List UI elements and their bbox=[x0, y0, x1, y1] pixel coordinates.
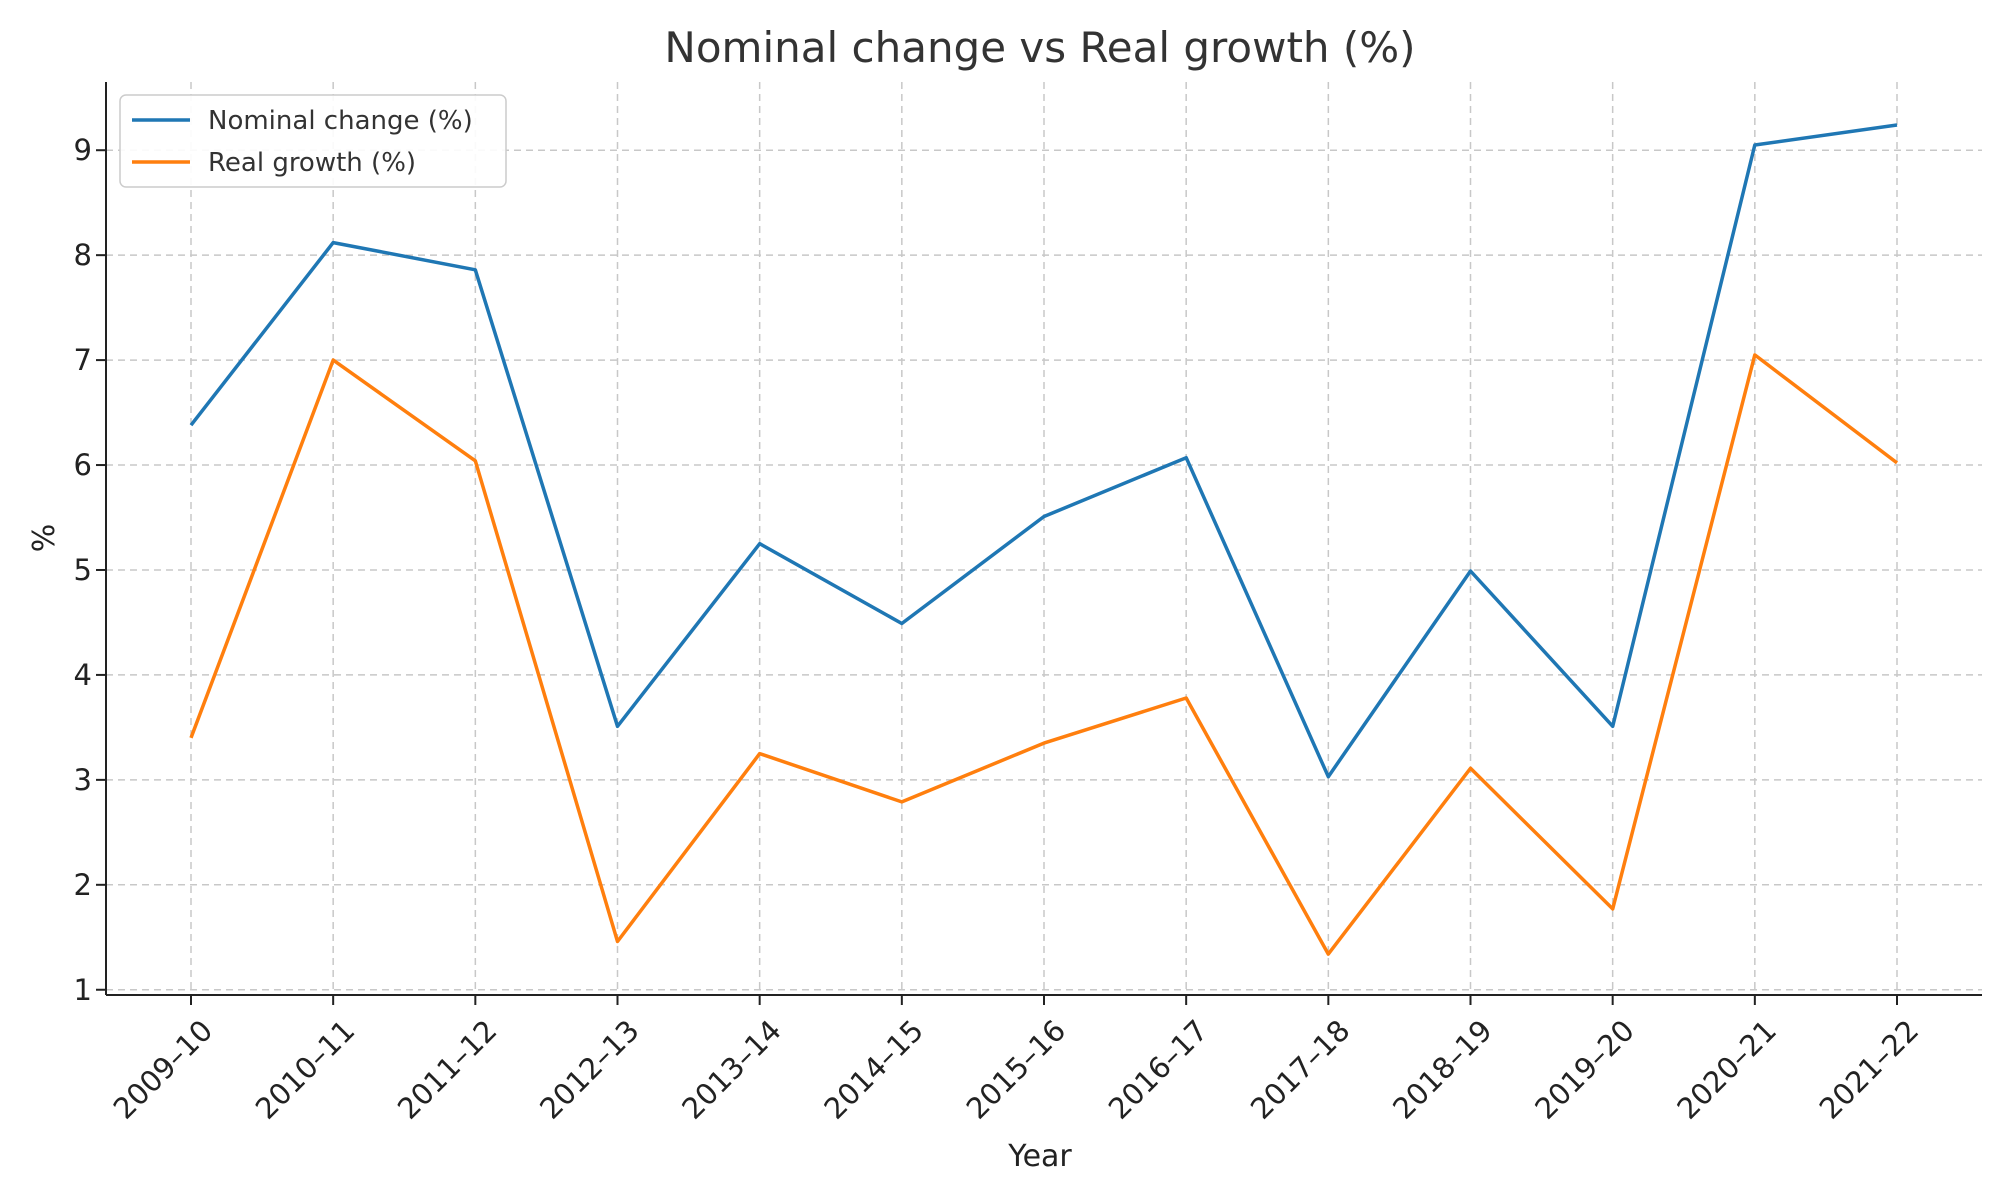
x-tick-label: 2021–22 bbox=[1813, 1013, 1926, 1126]
x-tick-label: 2017–18 bbox=[1244, 1013, 1357, 1126]
y-tick-label: 7 bbox=[74, 343, 92, 377]
y-tick-label: 5 bbox=[74, 553, 92, 587]
y-axis-label: % bbox=[27, 524, 62, 553]
grid bbox=[106, 82, 1982, 995]
legend-box bbox=[119, 94, 507, 188]
x-tick-label: 2012–13 bbox=[533, 1013, 646, 1126]
x-ticks: 2009–10 2010–11 2011–12 2012–13 2013–14 2014–… bbox=[107, 995, 1926, 1126]
legend: Nominal change (%) Real growth (%) bbox=[119, 94, 507, 188]
x-tick-label: 2011–12 bbox=[391, 1013, 504, 1126]
x-tick-label: 2016–17 bbox=[1102, 1013, 1215, 1126]
y-tick-label: 8 bbox=[74, 238, 92, 272]
y-tick-label: 9 bbox=[74, 133, 92, 167]
x-tick-label: 2015–16 bbox=[960, 1013, 1073, 1126]
x-tick-label: 2019–20 bbox=[1528, 1013, 1641, 1126]
y-tick-label: 2 bbox=[74, 868, 92, 902]
x-tick-label: 2010–11 bbox=[249, 1013, 362, 1126]
x-axis-label: Year bbox=[1007, 1139, 1072, 1174]
y-tick-label: 6 bbox=[74, 448, 92, 482]
legend-label: Nominal change (%) bbox=[208, 106, 473, 136]
x-tick-label: 2014–15 bbox=[817, 1013, 930, 1126]
series-line-real-growth bbox=[189, 353, 1899, 956]
x-tick-label: 2018–19 bbox=[1386, 1013, 1499, 1126]
y-ticks: 1 2 3 4 5 6 7 8 9 bbox=[74, 133, 106, 1007]
x-tick-label: 2013–14 bbox=[675, 1013, 788, 1126]
y-tick-label: 4 bbox=[74, 658, 92, 692]
legend-label: Real growth (%) bbox=[208, 148, 416, 178]
series-layer bbox=[189, 123, 1899, 956]
x-tick-label: 2009–10 bbox=[107, 1013, 220, 1126]
y-tick-label: 1 bbox=[74, 973, 92, 1007]
x-tick-label: 2020–21 bbox=[1670, 1013, 1783, 1126]
y-tick-label: 3 bbox=[74, 763, 92, 797]
series-line-nominal-change bbox=[189, 123, 1898, 779]
chart-title: Nominal change vs Real growth (%) bbox=[664, 23, 1415, 72]
